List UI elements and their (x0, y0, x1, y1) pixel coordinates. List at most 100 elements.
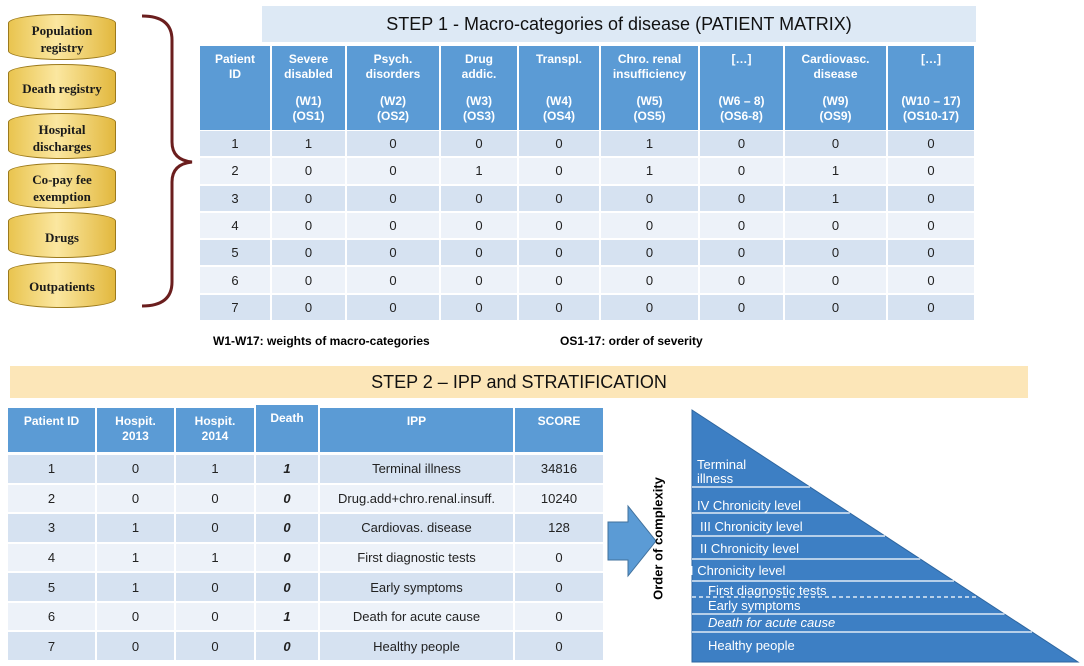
header-line: insufficiency (612, 67, 687, 81)
header-line: […] (921, 52, 941, 66)
cell: 0 (888, 267, 974, 293)
brace (141, 14, 193, 308)
header-line: 2013 (122, 429, 149, 443)
cell: 0 (441, 240, 517, 266)
cell: 0 (700, 240, 783, 266)
header-order: (OS10-17) (902, 109, 960, 123)
cell: 0 (97, 632, 174, 660)
header-name: Drug addic. (443, 52, 515, 82)
cell: Healthy people (320, 632, 513, 660)
header-weight: (W4) (546, 94, 572, 108)
header-line: Chro. renal (617, 52, 682, 66)
header-line: ID (229, 67, 241, 81)
header-order: (OS6-8) (720, 109, 763, 123)
cell: 0 (272, 185, 345, 211)
level-label: IV Chronicity level (697, 498, 802, 513)
header-cell: Hospit. 2014 (176, 408, 254, 452)
cell: Death for acute cause (320, 602, 513, 631)
note: OS1-17: order of severity (560, 334, 703, 348)
cell: 1 (256, 602, 318, 631)
header-weight: (W2) (380, 94, 406, 108)
cell: 0 (176, 484, 254, 513)
cell: 0 (519, 240, 599, 266)
cell: 0 (700, 294, 783, 320)
cell: 0 (519, 185, 599, 211)
cell: 0 (785, 212, 886, 239)
header-cell: SCORE (515, 408, 603, 452)
level-label: Death for acute cause (708, 615, 836, 630)
header-cell: Drug addic. (W3) (OS3) (441, 46, 517, 130)
header-cell: Chro. renal insufficiency (W5) (OS5) (601, 46, 698, 130)
cell: 0 (601, 185, 698, 211)
header-name: […] (702, 52, 781, 67)
cell: 0 (888, 185, 974, 211)
header-line: addic. (461, 67, 497, 81)
note: W1-W17: weights of macro-categories (213, 334, 430, 348)
cell: 1 (272, 131, 345, 157)
header-cell: Transpl. (W4) (OS4) (519, 46, 599, 130)
level-label: I Chronicity level (690, 563, 786, 578)
level-label: Healthy people (708, 638, 795, 653)
cell: 0 (97, 602, 174, 631)
header-line: Death (270, 411, 304, 425)
cell: 0 (601, 212, 698, 239)
cell: 0 (519, 294, 599, 320)
cell: 128 (515, 514, 603, 542)
cell: 34816 (515, 455, 603, 483)
cell: 0 (97, 484, 174, 513)
cell: 6 (200, 267, 270, 293)
cell: 0 (700, 158, 783, 184)
cell: 0 (515, 573, 603, 601)
header-cell: […] (W10 – 17) (OS10-17) (888, 46, 974, 130)
level-label: First diagnostic tests (708, 583, 827, 598)
cell: 0 (347, 294, 439, 320)
cell: 0 (441, 185, 517, 211)
cell: 0 (700, 131, 783, 157)
cell: 2 (200, 158, 270, 184)
cell: 0 (888, 212, 974, 239)
cell: 6 (8, 602, 95, 631)
level-label: Terminal illness (697, 457, 747, 486)
header-order: (OS3) (462, 109, 495, 123)
cell: Drug.add+chro.renal.insuff. (320, 484, 513, 513)
cell: 0 (272, 240, 345, 266)
cell: 1 (601, 131, 698, 157)
cell: 1 (200, 131, 270, 157)
cell: 0 (176, 632, 254, 660)
level-label: III Chronicity level (700, 519, 803, 534)
header-codes: (W4) (OS4) (521, 94, 597, 124)
header-cell: Severe disabled (W1) (OS1) (272, 46, 345, 130)
header-cell: Cardiovasc. disease (W9) (OS9) (785, 46, 886, 130)
cell: 0 (272, 158, 345, 184)
cell: 0 (347, 240, 439, 266)
header-name: Transpl. (521, 52, 597, 67)
cell: 1 (441, 158, 517, 184)
cell: 1 (176, 543, 254, 572)
cell: 5 (8, 573, 95, 601)
cell: 0 (601, 294, 698, 320)
header-name: Patient ID (202, 52, 268, 82)
header-cell: Hospit. 2013 (97, 408, 174, 452)
header-codes: (W3) (OS3) (443, 94, 515, 124)
header-codes: (W2) (OS2) (349, 94, 437, 124)
cell: 5 (200, 240, 270, 266)
header-name: Severe disabled (274, 52, 343, 82)
cell: 1 (601, 158, 698, 184)
cell: 1 (8, 455, 95, 483)
header-line: Psych. (373, 52, 413, 66)
cell: Terminal illness (320, 455, 513, 483)
pyramid-lines (692, 486, 1033, 633)
header-order: (OS9) (819, 109, 852, 123)
header-codes: (W9) (OS9) (787, 94, 884, 124)
header-weight: (W9) (822, 94, 849, 108)
cell: 0 (272, 294, 345, 320)
header-line: Hospit. (115, 414, 156, 428)
source-cylinder: Outpatients (8, 261, 116, 308)
cell: 0 (519, 267, 599, 293)
header-codes: (W10 – 17) (OS10-17) (890, 94, 972, 124)
cell: 0 (347, 131, 439, 157)
header-line: Drug (465, 52, 493, 66)
header-weight: (W10 – 17) (901, 94, 961, 108)
cell: 0 (256, 543, 318, 572)
cell: 1 (176, 455, 254, 483)
